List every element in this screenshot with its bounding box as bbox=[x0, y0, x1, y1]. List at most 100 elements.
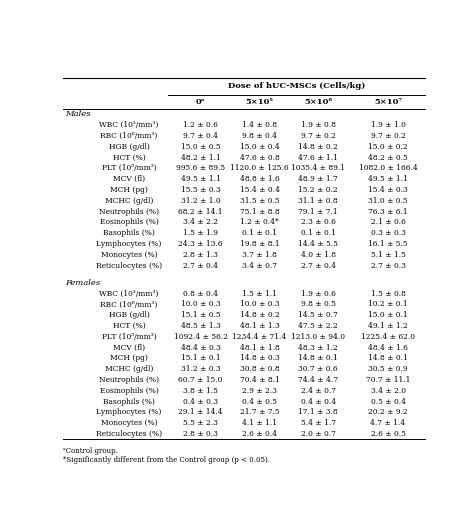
Text: 30.7 ± 0.6: 30.7 ± 0.6 bbox=[299, 365, 338, 373]
Text: 3.7 ± 1.8: 3.7 ± 1.8 bbox=[242, 251, 277, 259]
Text: 1213.0 ± 94.0: 1213.0 ± 94.0 bbox=[291, 333, 345, 341]
Text: 2.1 ± 0.6: 2.1 ± 0.6 bbox=[371, 218, 405, 227]
Text: 31.0 ± 0.5: 31.0 ± 0.5 bbox=[368, 197, 408, 205]
Text: 1.2 ± 0.4*: 1.2 ± 0.4* bbox=[240, 218, 279, 227]
Text: 20.2 ± 9.2: 20.2 ± 9.2 bbox=[368, 409, 408, 417]
Text: 3.4 ± 0.7: 3.4 ± 0.7 bbox=[242, 261, 277, 269]
Text: 3.8 ± 1.5: 3.8 ± 1.5 bbox=[183, 387, 218, 395]
Text: 0.1 ± 0.1: 0.1 ± 0.1 bbox=[242, 229, 277, 237]
Text: 995.6 ± 89.5: 995.6 ± 89.5 bbox=[176, 164, 225, 172]
Text: 48.4 ± 1.6: 48.4 ± 1.6 bbox=[368, 344, 408, 352]
Text: MCH (pg): MCH (pg) bbox=[110, 354, 148, 362]
Text: 0.3 ± 0.3: 0.3 ± 0.3 bbox=[371, 229, 405, 237]
Text: 49.1 ± 1.2: 49.1 ± 1.2 bbox=[368, 322, 408, 330]
Text: 17.1 ± 3.8: 17.1 ± 3.8 bbox=[299, 409, 338, 417]
Text: HCT (%): HCT (%) bbox=[113, 154, 146, 162]
Text: 1.4 ± 0.8: 1.4 ± 0.8 bbox=[242, 121, 277, 129]
Text: 1.9 ± 1.0: 1.9 ± 1.0 bbox=[371, 121, 405, 129]
Text: 0.4 ± 0.4: 0.4 ± 0.4 bbox=[301, 398, 336, 406]
Text: 30.8 ± 0.8: 30.8 ± 0.8 bbox=[240, 365, 279, 373]
Text: WBC (10³/mm³): WBC (10³/mm³) bbox=[100, 289, 159, 298]
Text: 48.9 ± 1.7: 48.9 ± 1.7 bbox=[298, 175, 338, 183]
Text: 9.8 ± 0.4: 9.8 ± 0.4 bbox=[242, 132, 277, 140]
Text: 2.7 ± 0.4: 2.7 ± 0.4 bbox=[183, 261, 218, 269]
Text: 5.4 ± 1.7: 5.4 ± 1.7 bbox=[301, 419, 336, 427]
Text: 5×10⁵: 5×10⁵ bbox=[246, 98, 273, 106]
Text: 10.0 ± 0.3: 10.0 ± 0.3 bbox=[181, 300, 220, 308]
Text: 79.1 ± 7.1: 79.1 ± 7.1 bbox=[299, 208, 338, 215]
Text: 2.8 ± 0.3: 2.8 ± 0.3 bbox=[183, 430, 218, 438]
Text: 9.8 ± 0.5: 9.8 ± 0.5 bbox=[301, 300, 336, 308]
Text: 0.5 ± 0.4: 0.5 ± 0.4 bbox=[371, 398, 406, 406]
Text: 2.7 ± 0.4: 2.7 ± 0.4 bbox=[301, 261, 336, 269]
Text: 15.0 ± 0.1: 15.0 ± 0.1 bbox=[368, 311, 408, 319]
Text: ᵃControl group.: ᵃControl group. bbox=[63, 447, 118, 455]
Text: 2.9 ± 2.3: 2.9 ± 2.3 bbox=[242, 387, 277, 395]
Text: 5.5 ± 2.3: 5.5 ± 2.3 bbox=[183, 419, 218, 427]
Text: Monocytes (%): Monocytes (%) bbox=[101, 251, 157, 259]
Text: 76.3 ± 6.1: 76.3 ± 6.1 bbox=[368, 208, 408, 215]
Text: 5×10⁶: 5×10⁶ bbox=[304, 98, 332, 106]
Text: 2.7 ± 0.3: 2.7 ± 0.3 bbox=[371, 261, 405, 269]
Text: Reticulocytes (%): Reticulocytes (%) bbox=[96, 261, 162, 269]
Text: 3.4 ± 2.0: 3.4 ± 2.0 bbox=[371, 387, 406, 395]
Text: HGB (g/dl): HGB (g/dl) bbox=[109, 143, 149, 150]
Text: 0.8 ± 0.4: 0.8 ± 0.4 bbox=[183, 289, 218, 298]
Text: 4.1 ± 1.1: 4.1 ± 1.1 bbox=[242, 419, 277, 427]
Text: 48.8 ± 1.6: 48.8 ± 1.6 bbox=[239, 175, 279, 183]
Text: 49.5 ± 1.1: 49.5 ± 1.1 bbox=[181, 175, 220, 183]
Text: 1225.4 ± 62.0: 1225.4 ± 62.0 bbox=[361, 333, 415, 341]
Text: 21.7 ± 7.5: 21.7 ± 7.5 bbox=[240, 409, 279, 417]
Text: 0ᵃ: 0ᵃ bbox=[196, 98, 206, 106]
Text: 19.8 ± 8.1: 19.8 ± 8.1 bbox=[240, 240, 279, 248]
Text: 47.6 ± 1.1: 47.6 ± 1.1 bbox=[298, 154, 338, 162]
Text: MCHC (g/dl): MCHC (g/dl) bbox=[105, 197, 153, 205]
Text: 9.7 ± 0.4: 9.7 ± 0.4 bbox=[183, 132, 218, 140]
Text: 29.1 ± 14.4: 29.1 ± 14.4 bbox=[178, 409, 223, 417]
Text: 15.0 ± 0.5: 15.0 ± 0.5 bbox=[181, 143, 220, 150]
Text: 48.2 ± 0.5: 48.2 ± 0.5 bbox=[368, 154, 408, 162]
Text: Monocytes (%): Monocytes (%) bbox=[101, 419, 157, 427]
Text: 3.4 ± 2.2: 3.4 ± 2.2 bbox=[183, 218, 218, 227]
Text: 16.1 ± 5.5: 16.1 ± 5.5 bbox=[368, 240, 408, 248]
Text: Eosinophils (%): Eosinophils (%) bbox=[100, 387, 158, 395]
Text: *Significantly different from the Control group (p < 0.05).: *Significantly different from the Contro… bbox=[63, 456, 270, 464]
Text: 1.9 ± 0.6: 1.9 ± 0.6 bbox=[301, 289, 336, 298]
Text: 4.0 ± 1.8: 4.0 ± 1.8 bbox=[301, 251, 336, 259]
Text: RBC (10⁶/mm³): RBC (10⁶/mm³) bbox=[100, 300, 158, 308]
Text: 14.8 ± 0.1: 14.8 ± 0.1 bbox=[368, 354, 408, 362]
Text: 14.8 ± 0.2: 14.8 ± 0.2 bbox=[298, 143, 338, 150]
Text: MCV (fl): MCV (fl) bbox=[113, 344, 145, 352]
Text: Dose of hUC-MSCs (Cells/kg): Dose of hUC-MSCs (Cells/kg) bbox=[228, 82, 365, 90]
Text: 49.5 ± 1.1: 49.5 ± 1.1 bbox=[368, 175, 408, 183]
Text: 1092.4 ± 56.2: 1092.4 ± 56.2 bbox=[173, 333, 228, 341]
Text: Neutrophils (%): Neutrophils (%) bbox=[99, 208, 159, 215]
Text: 1.5 ± 1.9: 1.5 ± 1.9 bbox=[183, 229, 218, 237]
Text: Males: Males bbox=[65, 110, 90, 118]
Text: 14.5 ± 0.7: 14.5 ± 0.7 bbox=[298, 311, 338, 319]
Text: 1120.0 ± 125.6: 1120.0 ± 125.6 bbox=[230, 164, 289, 172]
Text: MCHC (g/dl): MCHC (g/dl) bbox=[105, 365, 153, 373]
Text: 2.6 ± 0.4: 2.6 ± 0.4 bbox=[242, 430, 277, 438]
Text: 1082.0 ± 166.4: 1082.0 ± 166.4 bbox=[359, 164, 418, 172]
Text: 15.4 ± 0.4: 15.4 ± 0.4 bbox=[239, 186, 279, 194]
Text: 14.8 ± 0.2: 14.8 ± 0.2 bbox=[239, 311, 279, 319]
Text: 31.2 ± 1.0: 31.2 ± 1.0 bbox=[181, 197, 220, 205]
Text: 1.5 ± 1.1: 1.5 ± 1.1 bbox=[242, 289, 277, 298]
Text: 2.3 ± 0.6: 2.3 ± 0.6 bbox=[301, 218, 336, 227]
Text: 15.4 ± 0.3: 15.4 ± 0.3 bbox=[368, 186, 408, 194]
Text: 30.5 ± 0.9: 30.5 ± 0.9 bbox=[368, 365, 408, 373]
Text: 48.1 ± 1.8: 48.1 ± 1.8 bbox=[239, 344, 279, 352]
Text: 9.7 ± 0.2: 9.7 ± 0.2 bbox=[301, 132, 336, 140]
Text: 31.2 ± 0.3: 31.2 ± 0.3 bbox=[181, 365, 220, 373]
Text: 47.6 ± 0.8: 47.6 ± 0.8 bbox=[239, 154, 279, 162]
Text: 14.4 ± 5.5: 14.4 ± 5.5 bbox=[298, 240, 338, 248]
Text: 15.0 ± 0.2: 15.0 ± 0.2 bbox=[368, 143, 408, 150]
Text: 15.1 ± 0.5: 15.1 ± 0.5 bbox=[181, 311, 220, 319]
Text: 14.8 ± 0.3: 14.8 ± 0.3 bbox=[239, 354, 279, 362]
Text: 14.8 ± 0.1: 14.8 ± 0.1 bbox=[298, 354, 338, 362]
Text: 75.1 ± 8.8: 75.1 ± 8.8 bbox=[240, 208, 279, 215]
Text: HGB (g/dl): HGB (g/dl) bbox=[109, 311, 149, 319]
Text: 48.5 ± 1.3: 48.5 ± 1.3 bbox=[181, 322, 220, 330]
Text: 68.2 ± 14.1: 68.2 ± 14.1 bbox=[178, 208, 223, 215]
